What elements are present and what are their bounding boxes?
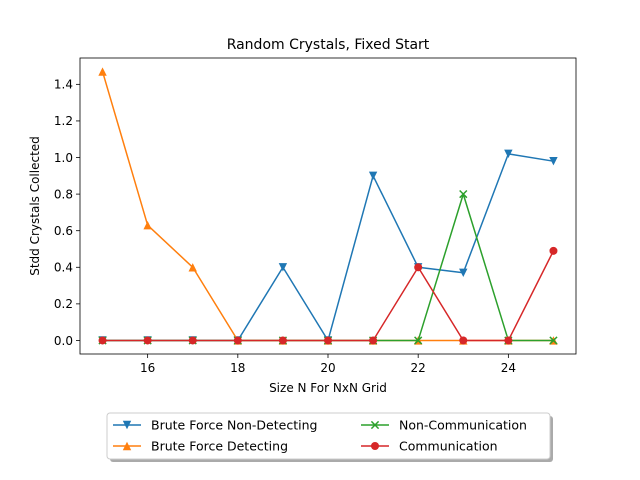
x-tick-label: 24 [501, 361, 516, 375]
y-axis-title: Stdd Crystals Collected [28, 136, 42, 276]
series-line-3 [102, 250, 555, 342]
data-point-3 [143, 336, 152, 345]
legend: Brute Force Non-Detecting Brute Force Det… [106, 412, 553, 462]
x-tick-label: 20 [320, 361, 335, 375]
series-line-1 [101, 71, 554, 342]
y-tick-label: 0.0 [54, 334, 73, 348]
legend-label: Brute Force Detecting [151, 439, 288, 454]
data-point-0 [549, 156, 558, 166]
legend-marker [371, 442, 379, 450]
y-tick-label: 0.6 [54, 224, 73, 238]
legend-frame [106, 412, 551, 460]
y-tick-label: 1.0 [54, 151, 73, 165]
chart-title: Random Crystals, Fixed Start [227, 37, 430, 53]
y-tick-label: 1.4 [54, 78, 73, 92]
legend-label: Non-Communication [399, 418, 527, 433]
y-tick-label: 0.2 [54, 297, 73, 311]
data-point-2 [414, 336, 423, 345]
data-point-3 [369, 336, 378, 345]
legend-marker [370, 420, 380, 430]
data-point-2 [459, 189, 468, 199]
y-tick-label: 1.2 [54, 114, 73, 128]
data-point-3 [414, 263, 423, 272]
legend-marker [122, 441, 132, 451]
data-point-2 [549, 336, 558, 345]
data-point-3 [278, 336, 287, 345]
data-point-3 [233, 336, 242, 345]
data-point-0 [368, 171, 378, 181]
data-point-0 [504, 149, 513, 159]
plot-area: 16 18 20 22 24 0.0 0.2 0.4 0.6 0.8 1.0 1.2 1.4 [54, 57, 577, 375]
x-tick-label: 16 [140, 361, 155, 375]
legend-label: Communication [399, 439, 498, 454]
data-point-1 [98, 67, 107, 76]
data-point-1 [143, 221, 152, 230]
series-line-2 [102, 193, 554, 342]
legend-marker [122, 420, 132, 430]
data-point-3 [188, 336, 197, 345]
data-point-0 [459, 268, 468, 277]
legend-label: Brute Force Non-Detecting [151, 418, 317, 433]
y-tick-label: 0.8 [54, 187, 73, 201]
plot-frame [79, 57, 577, 355]
x-tick-label: 18 [230, 361, 245, 375]
data-point-3 [459, 336, 468, 345]
data-point-0 [278, 263, 288, 272]
data-point-3 [504, 336, 513, 345]
data-point-3 [324, 336, 332, 345]
x-axis-title: Size N For NxN Grid [269, 381, 387, 395]
data-point-3 [98, 336, 107, 345]
data-point-3 [549, 246, 558, 255]
y-tick-label: 0.4 [54, 261, 73, 275]
x-tick-label: 22 [411, 361, 426, 375]
data-point-1 [188, 263, 197, 272]
